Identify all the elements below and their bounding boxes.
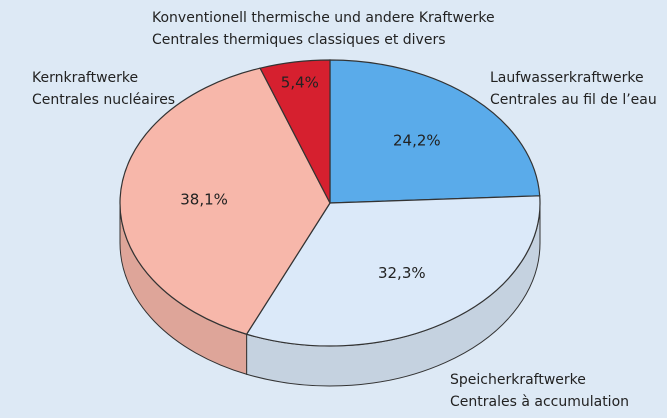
value-label: 32,3% [378,264,426,282]
category-label: Kernkraftwerke [32,70,138,86]
value-label: 24,2% [393,131,441,149]
category-label: Centrales thermiques classiques et diver… [152,32,446,48]
category-label: Konventionell thermische und andere Kraf… [152,10,495,26]
category-label: Centrales au fil de l’eau [490,92,657,108]
slice [259,59,331,204]
value-label: 38,1% [180,191,228,209]
slice [119,67,331,335]
category-label: Centrales nucléaires [32,92,175,108]
value-label: 5,4% [281,74,319,92]
slice [329,59,541,204]
slice [245,195,541,347]
category-label: Laufwasserkraftwerke [490,70,644,86]
category-label: Centrales à accumulation [450,394,629,410]
category-label: Speicherkraftwerke [450,372,586,388]
